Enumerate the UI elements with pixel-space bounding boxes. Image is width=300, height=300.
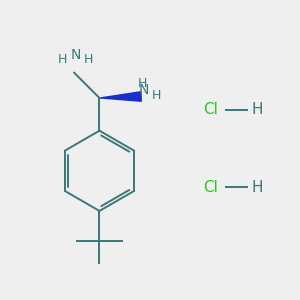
Text: Cl: Cl xyxy=(203,180,218,195)
Polygon shape xyxy=(100,92,141,101)
Text: H: H xyxy=(251,180,262,195)
Text: H: H xyxy=(251,102,262,117)
Text: H: H xyxy=(58,53,68,66)
Text: N: N xyxy=(70,49,81,62)
Text: N: N xyxy=(139,83,149,97)
Text: Cl: Cl xyxy=(203,102,218,117)
Text: H: H xyxy=(152,89,161,102)
Text: H: H xyxy=(138,76,147,90)
Text: H: H xyxy=(84,53,93,66)
